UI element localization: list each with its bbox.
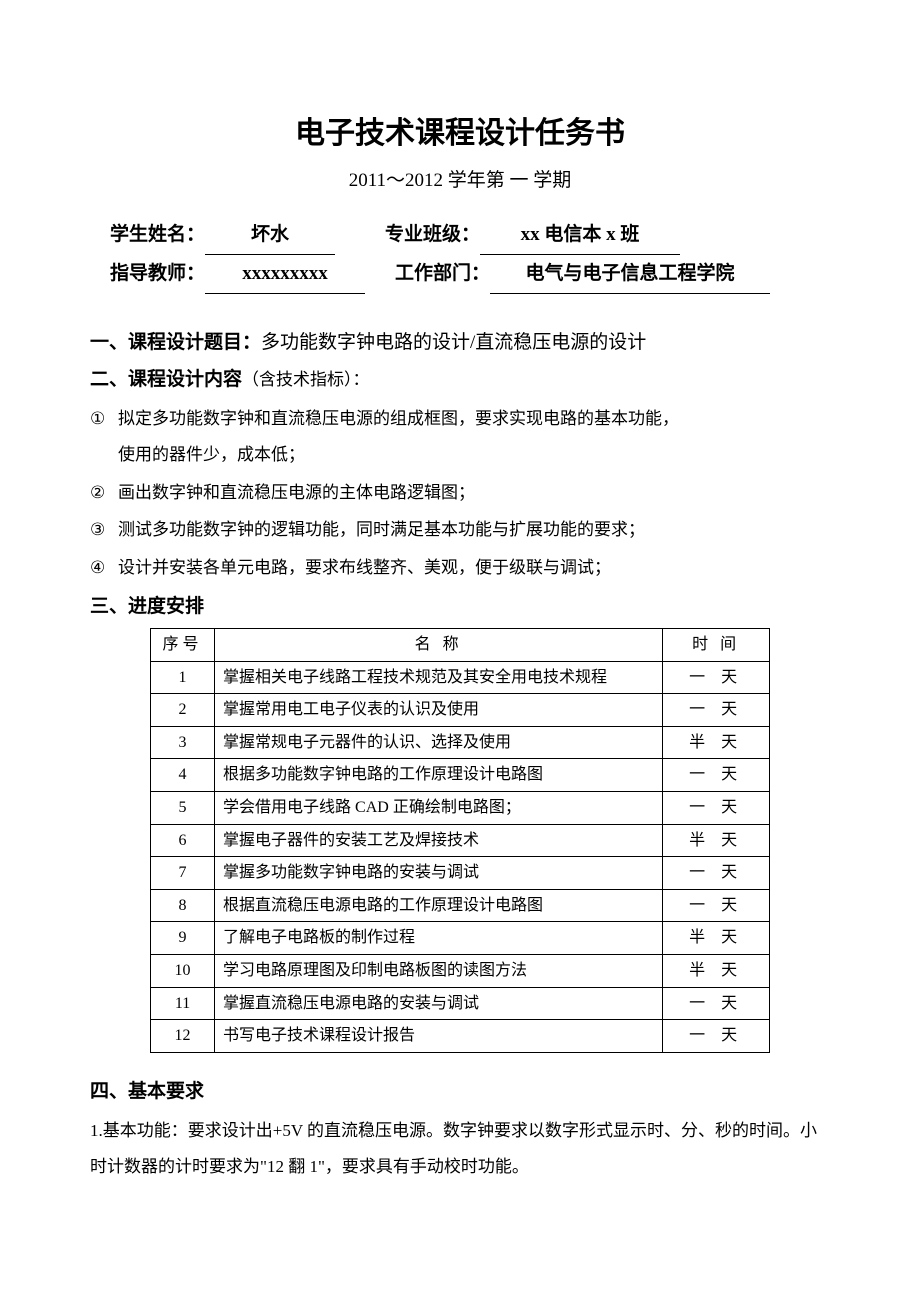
cell-time: 一 天 xyxy=(663,791,770,824)
section4-head: 四、基本要求 xyxy=(90,1077,830,1107)
col-header-num: 序号 xyxy=(151,629,215,662)
teacher-value: xxxxxxxxx xyxy=(205,255,365,294)
table-row: 6掌握电子器件的安装工艺及焊接技术半 天 xyxy=(151,824,770,857)
cell-num: 5 xyxy=(151,791,215,824)
cell-time: 半 天 xyxy=(663,922,770,955)
table-row: 7掌握多功能数字钟电路的安装与调试一 天 xyxy=(151,857,770,890)
cell-name: 了解电子电路板的制作过程 xyxy=(215,922,663,955)
cell-num: 4 xyxy=(151,759,215,792)
cell-name: 掌握电子器件的安装工艺及焊接技术 xyxy=(215,824,663,857)
section1-topic: 多功能数字钟电路的设计/直流稳压电源的设计 xyxy=(261,332,646,353)
list-text: 设计并安装各单元电路，要求布线整齐、美观，便于级联与调试； xyxy=(118,558,611,577)
cell-time: 一 天 xyxy=(663,694,770,727)
table-header-row: 序号 名 称 时 间 xyxy=(151,629,770,662)
section4-para: 1.基本功能：要求设计出+5V 的直流稳压电源。数字钟要求以数字形式显示时、分、… xyxy=(90,1113,830,1184)
dept-value: 电气与电子信息工程学院 xyxy=(490,255,770,294)
student-info-block: 学生姓名： 坏水 专业班级： xx 电信本 x 班 指导教师： xxxxxxxx… xyxy=(110,216,830,294)
cell-time: 一 天 xyxy=(663,759,770,792)
list-num: ② xyxy=(90,475,118,511)
section1-label: 一、课程设计题目： xyxy=(90,332,261,353)
class-value: xx 电信本 x 班 xyxy=(480,216,680,255)
document-subtitle: 2011～2012 学年第 一 学期 xyxy=(90,166,830,196)
cell-time: 半 天 xyxy=(663,726,770,759)
cell-num: 7 xyxy=(151,857,215,890)
section2-head: 二、课程设计内容（含技术指标）： xyxy=(90,365,830,395)
teacher-label: 指导教师： xyxy=(110,255,205,294)
cell-name: 掌握常用电工电子仪表的认识及使用 xyxy=(215,694,663,727)
name-label: 学生姓名： xyxy=(110,216,205,255)
cell-time: 一 天 xyxy=(663,889,770,922)
cell-num: 6 xyxy=(151,824,215,857)
list-text: 测试多功能数字钟的逻辑功能，同时满足基本功能与扩展功能的要求； xyxy=(118,520,645,539)
dept-label: 工作部门： xyxy=(395,255,490,294)
list-num: ④ xyxy=(90,550,118,586)
table-row: 8根据直流稳压电源电路的工作原理设计电路图一 天 xyxy=(151,889,770,922)
cell-num: 8 xyxy=(151,889,215,922)
cell-time: 一 天 xyxy=(663,987,770,1020)
cell-num: 3 xyxy=(151,726,215,759)
cell-name: 掌握直流稳压电源电路的安装与调试 xyxy=(215,987,663,1020)
section1-head: 一、课程设计题目：多功能数字钟电路的设计/直流稳压电源的设计 xyxy=(90,328,830,358)
cell-name: 根据多功能数字钟电路的工作原理设计电路图 xyxy=(215,759,663,792)
schedule-table: 序号 名 称 时 间 1掌握相关电子线路工程技术规范及其安全用电技术规程一 天2… xyxy=(150,628,770,1053)
cell-name: 掌握常规电子元器件的认识、选择及使用 xyxy=(215,726,663,759)
cell-name: 书写电子技术课程设计报告 xyxy=(215,1020,663,1053)
cell-time: 一 天 xyxy=(663,1020,770,1053)
col-header-time: 时 间 xyxy=(663,629,770,662)
cell-name: 学习电路原理图及印制电路板图的读图方法 xyxy=(215,954,663,987)
list-num: ① xyxy=(90,401,118,437)
table-row: 2掌握常用电工电子仪表的认识及使用一 天 xyxy=(151,694,770,727)
cell-num: 2 xyxy=(151,694,215,727)
cell-num: 12 xyxy=(151,1020,215,1053)
table-row: 10学习电路原理图及印制电路板图的读图方法半 天 xyxy=(151,954,770,987)
document-title: 电子技术课程设计任务书 xyxy=(90,110,830,158)
cell-time: 一 天 xyxy=(663,857,770,890)
cell-time: 一 天 xyxy=(663,661,770,694)
table-row: 9了解电子电路板的制作过程半 天 xyxy=(151,922,770,955)
section2-suffix: （含技术指标）： xyxy=(242,370,370,389)
table-row: 5学会借用电子线路 CAD 正确绘制电路图；一 天 xyxy=(151,791,770,824)
list-text: 画出数字钟和直流稳压电源的主体电路逻辑图； xyxy=(118,483,475,502)
cell-name: 根据直流稳压电源电路的工作原理设计电路图 xyxy=(215,889,663,922)
cell-time: 半 天 xyxy=(663,824,770,857)
table-row: 12书写电子技术课程设计报告一 天 xyxy=(151,1020,770,1053)
section2-label: 二、课程设计内容 xyxy=(90,369,242,390)
list-text-cont: 使用的器件少，成本低； xyxy=(118,437,830,473)
list-text: 拟定多功能数字钟和直流稳压电源的组成框图，要求实现电路的基本功能， xyxy=(118,409,679,428)
section2-list: ①拟定多功能数字钟和直流稳压电源的组成框图，要求实现电路的基本功能， 使用的器件… xyxy=(90,401,830,585)
cell-num: 9 xyxy=(151,922,215,955)
table-row: 3掌握常规电子元器件的认识、选择及使用半 天 xyxy=(151,726,770,759)
class-label: 专业班级： xyxy=(385,216,480,255)
cell-name: 掌握多功能数字钟电路的安装与调试 xyxy=(215,857,663,890)
list-num: ③ xyxy=(90,512,118,548)
cell-num: 10 xyxy=(151,954,215,987)
col-header-name: 名 称 xyxy=(215,629,663,662)
cell-name: 掌握相关电子线路工程技术规范及其安全用电技术规程 xyxy=(215,661,663,694)
table-row: 4根据多功能数字钟电路的工作原理设计电路图一 天 xyxy=(151,759,770,792)
name-value: 坏水 xyxy=(205,216,335,255)
section3-head: 三、进度安排 xyxy=(90,592,830,622)
cell-name: 学会借用电子线路 CAD 正确绘制电路图； xyxy=(215,791,663,824)
cell-time: 半 天 xyxy=(663,954,770,987)
table-row: 11掌握直流稳压电源电路的安装与调试一 天 xyxy=(151,987,770,1020)
cell-num: 1 xyxy=(151,661,215,694)
table-row: 1掌握相关电子线路工程技术规范及其安全用电技术规程一 天 xyxy=(151,661,770,694)
cell-num: 11 xyxy=(151,987,215,1020)
